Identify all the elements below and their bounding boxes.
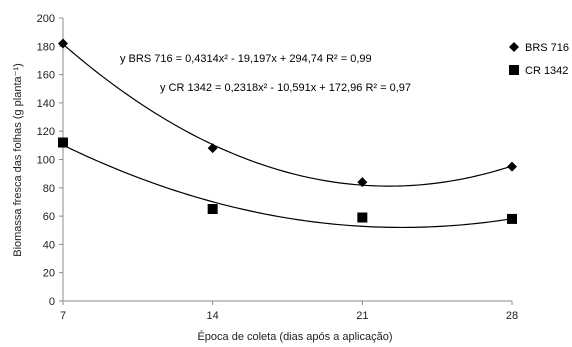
y-tick-label: 80 (43, 183, 55, 195)
y-tick-label: 140 (37, 98, 55, 110)
y-tick-label: 60 (43, 211, 55, 223)
legend-label-brs716: BRS 716 (525, 42, 569, 54)
point-cr1342 (207, 204, 218, 215)
y-tick-label: 0 (49, 296, 55, 308)
x-tick-label: 14 (207, 310, 219, 322)
x-tick-label: 28 (506, 310, 518, 322)
point-brs716 (207, 143, 218, 154)
equation-cr1342: y CR 1342 = 0,2318x² - 10,591x + 172,96 … (160, 82, 411, 94)
trendline-brs716 (62, 43, 513, 187)
y-tick-label: 200 (37, 13, 55, 25)
point-brs716 (58, 38, 68, 49)
x-tick-label: 21 (356, 310, 368, 322)
equation-brs716: y BRS 716 = 0,4314x² - 19,197x + 294,74 … (120, 53, 372, 65)
legend-label-cr1342: CR 1342 (525, 65, 568, 77)
legend-marker-brs716 (509, 42, 519, 52)
x-tick-label: 7 (60, 310, 66, 322)
x-ticks: 7 14 21 28 (60, 301, 518, 322)
y-tick-label: 40 (43, 239, 55, 251)
x-axis-title: Época de coleta (dias após a aplicação) (197, 330, 392, 343)
point-brs716 (507, 161, 517, 172)
y-tick-label: 120 (37, 126, 55, 138)
point-cr1342 (357, 212, 368, 223)
trendline-cr1342 (62, 144, 513, 229)
point-cr1342 (58, 137, 68, 148)
legend-marker-cr1342 (509, 65, 519, 75)
y-tick-label: 180 (37, 41, 55, 53)
y-tick-label: 20 (43, 268, 55, 280)
data-points (58, 38, 517, 224)
y-tick-label: 100 (37, 155, 55, 167)
trendlines (62, 43, 513, 229)
y-tick-label: 160 (37, 70, 55, 82)
point-cr1342 (507, 213, 517, 224)
point-brs716 (357, 177, 368, 188)
y-ticks: 0 20 40 60 80 100 120 140 160 180 200 (37, 13, 63, 308)
legend: BRS 716 CR 1342 (509, 42, 569, 77)
y-axis-title: Biomassa fresca das folhas (g planta⁻¹) (12, 63, 24, 257)
